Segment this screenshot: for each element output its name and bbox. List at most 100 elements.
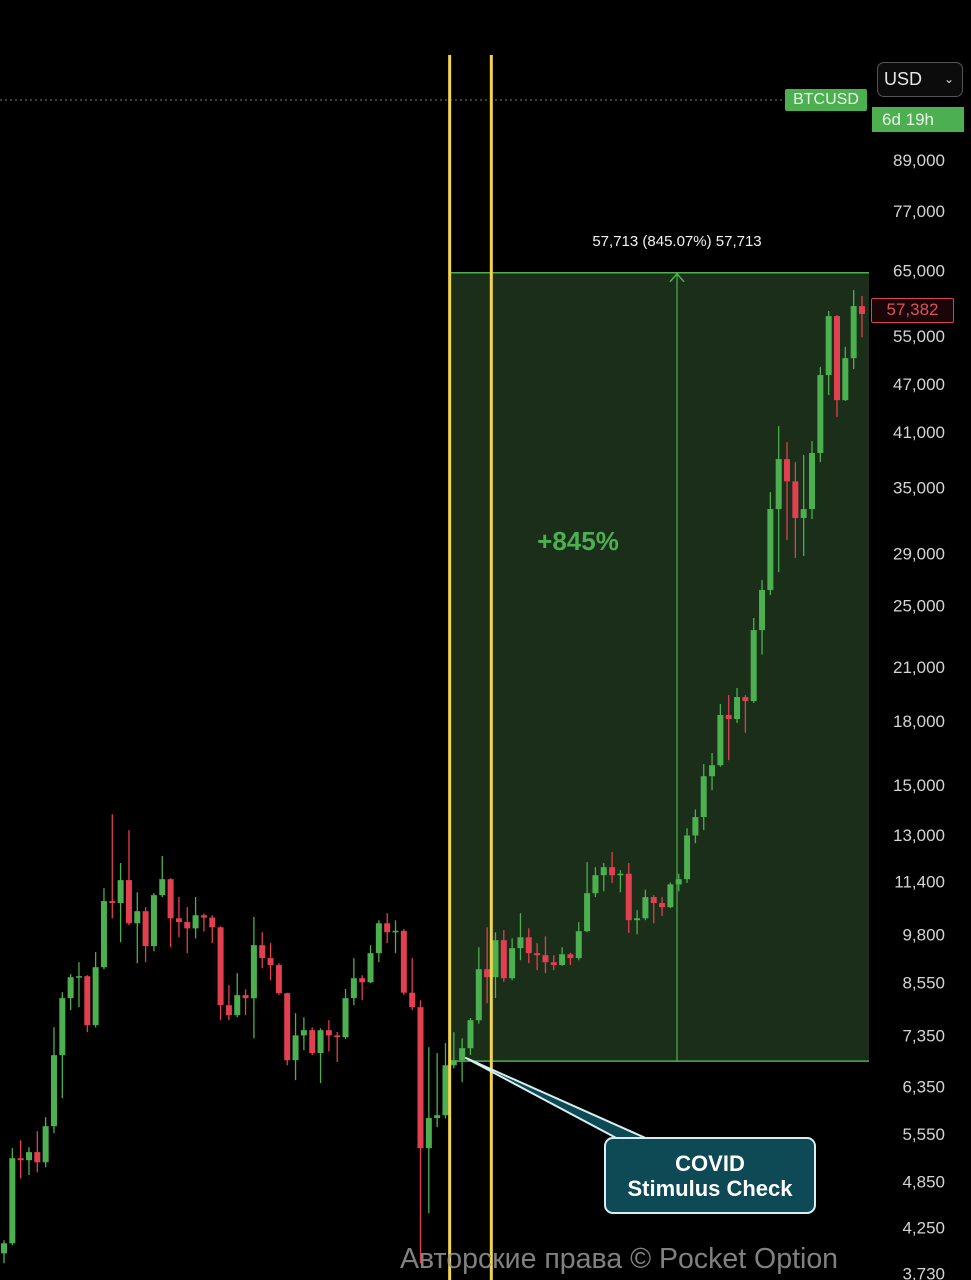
price-tick-label: 4,250 <box>902 1219 945 1238</box>
candle-body <box>334 1035 341 1038</box>
currency-dropdown[interactable]: USD ⌄ <box>877 62 963 97</box>
candle <box>392 920 399 954</box>
candle <box>184 907 191 954</box>
candle <box>42 1117 49 1168</box>
candle <box>534 943 541 971</box>
candle <box>675 873 682 892</box>
candle-body <box>659 903 666 908</box>
candle <box>567 952 574 966</box>
candle-body <box>317 1030 324 1053</box>
callout-line-2: Stimulus Check <box>627 1176 793 1201</box>
candle <box>842 346 849 401</box>
candle-body <box>517 937 524 949</box>
candle <box>192 897 199 939</box>
candle-body <box>675 879 682 885</box>
candle-body <box>25 1152 32 1161</box>
candle-body <box>92 967 99 1026</box>
candle <box>617 870 624 893</box>
vertical-marker-lines[interactable] <box>448 55 493 1280</box>
candle-body <box>809 453 816 510</box>
candle-body <box>209 917 216 928</box>
candle <box>625 863 632 933</box>
candle <box>59 992 66 1099</box>
candle <box>759 580 766 655</box>
candle <box>317 1028 324 1084</box>
candle-body <box>534 953 541 956</box>
candle-body <box>759 590 766 631</box>
candle <box>817 367 824 463</box>
candle <box>525 928 532 964</box>
price-tick-label: 5,550 <box>902 1125 945 1144</box>
candle-body <box>692 817 699 836</box>
candle <box>9 1148 16 1246</box>
candle-body <box>509 948 516 979</box>
candle <box>800 455 807 557</box>
candle <box>34 1131 41 1173</box>
candle-body <box>159 879 166 896</box>
candle-body <box>359 978 366 983</box>
candle-body <box>250 945 257 999</box>
candle <box>550 955 557 971</box>
candle-body <box>117 880 124 904</box>
candle <box>159 856 166 898</box>
candle-body <box>725 714 732 720</box>
candle <box>809 441 816 520</box>
candle-body <box>575 931 582 959</box>
candle-body <box>767 509 774 591</box>
candle <box>284 992 291 1066</box>
candle <box>559 947 566 966</box>
candle <box>359 975 366 1001</box>
candle-body <box>100 901 107 968</box>
candle-body <box>584 893 591 932</box>
candle-body <box>409 992 416 1008</box>
candle-body <box>742 697 749 702</box>
candle <box>342 988 349 1039</box>
price-tick-label: 55,000 <box>893 327 945 346</box>
price-tick-label: 89,000 <box>893 151 945 170</box>
price-tick-label: 77,000 <box>893 202 945 221</box>
candle <box>400 929 407 995</box>
candle <box>117 863 124 943</box>
price-axis[interactable]: 89,000 77,000 65,000 55,000 47,000 41,000 35,0… <box>893 151 945 1280</box>
candle <box>309 1027 316 1056</box>
candle-body <box>234 995 241 1016</box>
candle-body <box>167 879 174 919</box>
candle-body <box>542 955 549 963</box>
candle-body <box>34 1152 41 1163</box>
candle-body <box>667 884 674 908</box>
candle <box>467 1018 474 1056</box>
candle-body <box>609 867 616 876</box>
candle-body <box>817 375 824 454</box>
candle-body <box>17 1158 24 1161</box>
price-tick-label: 7,350 <box>902 1026 945 1045</box>
candle-body <box>600 867 607 876</box>
candle <box>167 878 174 948</box>
candle <box>609 852 616 883</box>
candle <box>517 913 524 961</box>
candle <box>425 1047 432 1214</box>
candle <box>175 897 182 938</box>
price-tick-label: 6,350 <box>902 1078 945 1097</box>
candle <box>509 938 516 981</box>
candle-body <box>592 875 599 894</box>
candle-body <box>125 880 132 924</box>
candle-body <box>450 1060 457 1066</box>
candle <box>350 958 357 1006</box>
candle <box>267 943 274 981</box>
candle <box>858 296 865 338</box>
candle <box>325 1020 332 1052</box>
candle <box>459 1038 466 1083</box>
candle <box>642 889 649 921</box>
price-range-measure[interactable] <box>450 272 869 1062</box>
candle <box>334 1032 341 1063</box>
candle-body <box>200 915 207 918</box>
candle <box>600 863 607 892</box>
covid-callout[interactable]: COVID Stimulus Check <box>604 1137 816 1214</box>
range-box[interactable] <box>450 272 869 1062</box>
candle <box>242 989 249 1016</box>
candle-body <box>500 940 507 979</box>
candle <box>692 809 699 844</box>
price-tick-label: 25,000 <box>893 597 945 616</box>
candle <box>767 492 774 596</box>
